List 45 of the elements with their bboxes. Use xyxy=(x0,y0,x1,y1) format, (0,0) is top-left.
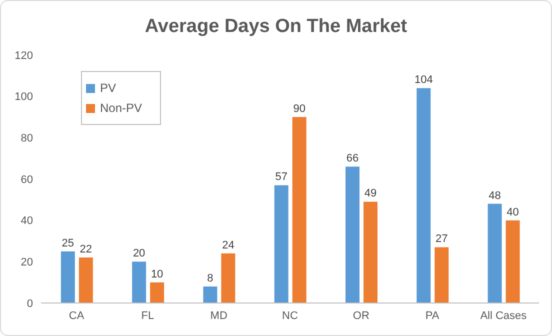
bar xyxy=(506,220,520,303)
x-tick-label: FL xyxy=(141,310,154,322)
data-label: 20 xyxy=(132,248,146,260)
bar xyxy=(416,88,431,303)
bar xyxy=(60,251,75,303)
bar xyxy=(345,166,360,303)
y-tick-label: 60 xyxy=(20,174,33,186)
bar xyxy=(221,253,236,303)
data-label: 104 xyxy=(414,74,433,86)
x-tick-label: MD xyxy=(210,310,228,322)
chart-title: Average Days On The Market xyxy=(144,15,408,39)
y-tick-label: 40 xyxy=(20,215,33,228)
data-label: 8 xyxy=(207,272,214,284)
x-tick-label: NC xyxy=(282,310,298,322)
bar xyxy=(203,286,218,303)
data-label: 24 xyxy=(222,239,234,252)
y-tick-label: 20 xyxy=(20,256,33,269)
x-tick-label: CA xyxy=(68,310,85,322)
data-label: 27 xyxy=(436,233,448,246)
y-tick-label: 0 xyxy=(26,298,33,310)
data-label: 25 xyxy=(62,237,74,250)
bar xyxy=(150,282,164,303)
y-tick-label: 120 xyxy=(14,50,33,62)
bar xyxy=(292,117,306,303)
data-label: 40 xyxy=(506,206,519,218)
y-tick-label: 100 xyxy=(14,91,33,104)
data-label: 22 xyxy=(80,244,92,256)
x-tick-label: OR xyxy=(352,310,370,322)
legend-label: Non-PV xyxy=(100,100,142,117)
data-label: 48 xyxy=(488,190,501,202)
data-label: 66 xyxy=(346,152,359,165)
x-tick-label: All Cases xyxy=(480,310,528,322)
bar xyxy=(274,185,288,303)
bar xyxy=(78,258,93,303)
bar xyxy=(434,247,449,303)
data-label: 10 xyxy=(150,268,164,280)
data-label: 57 xyxy=(275,171,288,184)
x-tick-label: PA xyxy=(425,310,440,322)
bar xyxy=(363,202,378,303)
bar xyxy=(488,204,502,303)
legend-label: PV xyxy=(100,80,116,97)
data-label: 90 xyxy=(293,103,306,115)
data-label: 49 xyxy=(364,188,377,200)
y-tick-label: 80 xyxy=(20,132,33,145)
bar xyxy=(132,262,146,303)
